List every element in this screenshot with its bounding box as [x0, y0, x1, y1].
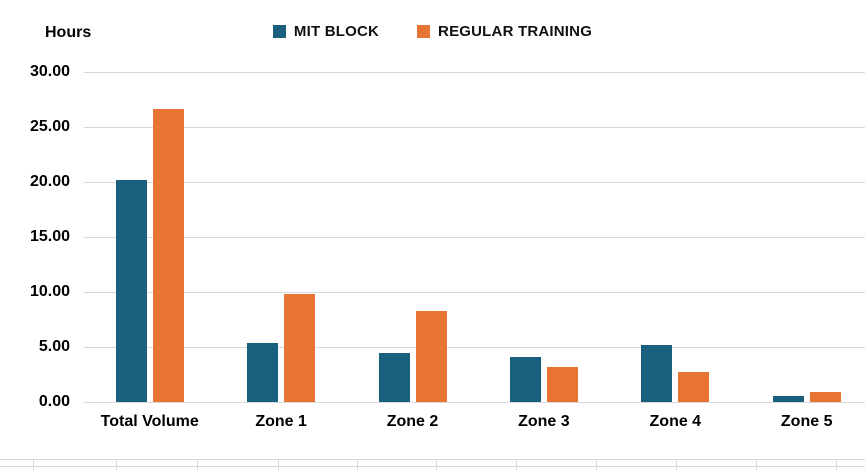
- sheet-column-border: [516, 459, 517, 470]
- bar-mit-block-zone-5[interactable]: [772, 395, 804, 402]
- y-gridline: [84, 127, 865, 128]
- bar-mit-block-zone-1[interactable]: [247, 342, 279, 402]
- y-gridline: [84, 347, 865, 348]
- bar-regular-training-zone-2[interactable]: [415, 310, 447, 402]
- legend-item-regular-training[interactable]: REGULAR TRAINING: [417, 23, 592, 40]
- legend-swatch-icon: [272, 25, 286, 38]
- chart-legend: MIT BLOCK REGULAR TRAINING: [0, 23, 865, 40]
- x-axis-category-label: Zone 3: [518, 413, 570, 430]
- sheet-column-border: [436, 459, 437, 470]
- y-axis-tick-label: 15.00: [29, 228, 70, 245]
- y-axis-tick-label: 5.00: [38, 338, 70, 355]
- sheet-column-border: [836, 459, 837, 470]
- y-gridline: [84, 292, 865, 293]
- bar-regular-training-zone-5[interactable]: [809, 392, 841, 402]
- sheet-column-border: [33, 459, 34, 470]
- sheet-column-border: [596, 459, 597, 470]
- sheet-column-border: [756, 459, 757, 470]
- bar-regular-training-total-volume[interactable]: [152, 109, 184, 402]
- chart-title: Hours: [45, 24, 92, 41]
- legend-label: MIT BLOCK: [293, 23, 380, 40]
- y-gridline: [84, 182, 865, 183]
- legend-item-mit-block[interactable]: MIT BLOCK: [272, 23, 380, 40]
- bar-mit-block-zone-2[interactable]: [378, 352, 410, 402]
- legend-label: REGULAR TRAINING: [438, 23, 593, 40]
- bar-regular-training-zone-3[interactable]: [546, 366, 578, 402]
- x-axis-category-label: Zone 4: [649, 413, 702, 430]
- bar-mit-block-zone-3[interactable]: [509, 356, 541, 402]
- bar-regular-training-zone-1[interactable]: [284, 294, 316, 402]
- sheet-column-border: [278, 459, 279, 470]
- sheet-row-border: [0, 466, 865, 467]
- x-axis-category-label: Zone 5: [780, 413, 833, 430]
- sheet-column-border: [197, 459, 198, 470]
- bar-mit-block-zone-4[interactable]: [641, 344, 673, 402]
- y-axis-tick-label: 20.00: [29, 173, 70, 190]
- y-axis-tick-label: 25.00: [29, 118, 70, 135]
- y-gridline: [84, 72, 865, 73]
- bar-regular-training-zone-4[interactable]: [678, 371, 710, 402]
- bar-mit-block-total-volume[interactable]: [115, 179, 147, 402]
- y-gridline: [84, 402, 865, 403]
- x-axis-category-label: Zone 1: [255, 413, 307, 430]
- legend-swatch-icon: [417, 25, 431, 38]
- y-gridline: [84, 237, 865, 238]
- sheet-column-border: [116, 459, 117, 470]
- sheet-column-border: [357, 459, 358, 470]
- y-axis-tick-label: 30.00: [29, 63, 70, 80]
- sheet-row-border: [0, 459, 865, 460]
- x-axis-category-label: Zone 2: [386, 413, 439, 430]
- sheet-column-border: [676, 459, 677, 470]
- x-axis-category-label: Total Volume: [100, 413, 199, 430]
- y-axis-tick-label: 0.00: [38, 393, 70, 410]
- y-axis-tick-label: 10.00: [29, 283, 70, 300]
